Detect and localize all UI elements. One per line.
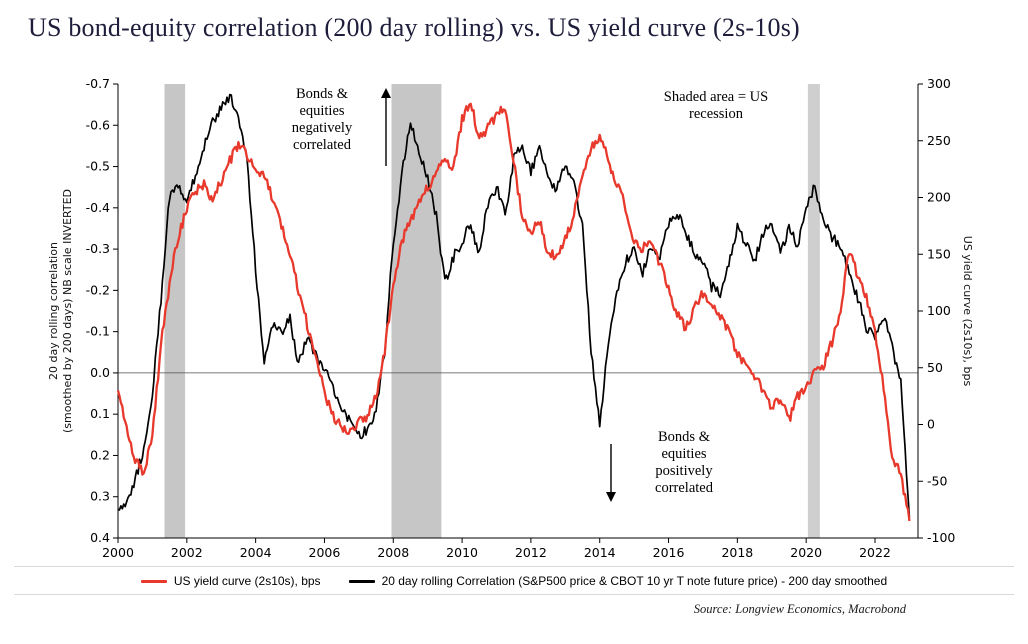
down-arrow-icon [606, 444, 616, 502]
svg-text:2012: 2012 [515, 545, 547, 560]
svg-text:2002: 2002 [171, 545, 203, 560]
svg-text:recession: recession [689, 106, 744, 122]
svg-text:0.0: 0.0 [90, 365, 110, 380]
svg-text:-0.7: -0.7 [86, 76, 110, 91]
svg-text:-0.6: -0.6 [86, 117, 110, 132]
svg-text:correlated: correlated [293, 137, 352, 153]
x-axis-ticks: 2000 2002 2004 2006 2008 2010 2012 2014 2016 2018… [102, 538, 891, 560]
svg-text:negatively: negatively [292, 120, 353, 136]
svg-text:200: 200 [927, 190, 951, 205]
right-axis-ticks: 300 250 200 150 100 50 0 -50 -100 [918, 76, 955, 545]
svg-text:equities: equities [299, 103, 344, 119]
legend-swatch-yield-curve [140, 579, 167, 583]
svg-text:Bonds &: Bonds & [658, 429, 711, 445]
svg-text:0.3: 0.3 [90, 489, 110, 504]
svg-text:0.2: 0.2 [90, 447, 110, 462]
svg-text:-0.1: -0.1 [86, 324, 110, 339]
svg-text:0.4: 0.4 [90, 530, 110, 545]
svg-text:positively: positively [655, 463, 713, 479]
svg-text:-0.3: -0.3 [86, 241, 110, 256]
svg-text:2022: 2022 [859, 545, 891, 560]
series-yield-curve [116, 102, 911, 522]
legend-item-yield-curve: US yield curve (2s10s), bps [140, 574, 321, 588]
svg-text:20 day rolling correlation: 20 day rolling correlation [47, 242, 60, 380]
svg-text:correlated: correlated [655, 480, 714, 496]
svg-text:2016: 2016 [653, 545, 685, 560]
svg-text:0.1: 0.1 [90, 406, 110, 421]
axes [117, 84, 919, 539]
svg-text:2006: 2006 [309, 545, 341, 560]
right-axis-label: US yield curve (2s10s), bps [961, 236, 974, 387]
chart-page: US bond-equity correlation (200 day roll… [0, 13, 1028, 644]
recession-bands [164, 84, 820, 538]
page-title: US bond-equity correlation (200 day roll… [28, 13, 800, 42]
svg-text:2000: 2000 [102, 545, 134, 560]
legend: US yield curve (2s10s), bps 20 day rolli… [14, 566, 1014, 595]
svg-text:-100: -100 [927, 530, 955, 545]
svg-text:-0.4: -0.4 [86, 200, 110, 215]
svg-text:2020: 2020 [790, 545, 822, 560]
svg-text:Shaded area = US: Shaded area = US [664, 89, 768, 105]
series-correlation [117, 93, 911, 518]
svg-text:0: 0 [927, 417, 935, 432]
svg-text:2014: 2014 [584, 545, 616, 560]
svg-text:2004: 2004 [240, 545, 272, 560]
legend-label-correlation: 20 day rolling Correlation (S&P500 price… [381, 574, 888, 588]
svg-text:300: 300 [927, 76, 951, 91]
chart-canvas: -0.7 -0.6 -0.5 -0.4 -0.3 -0.2 -0.1 0.0 0.1 0.2 0.3… [47, 76, 974, 560]
legend-swatch-correlation [348, 579, 375, 583]
up-arrow-icon [381, 88, 391, 166]
legend-label-yield-curve: US yield curve (2s10s), bps [173, 574, 321, 588]
svg-text:100: 100 [927, 303, 951, 318]
svg-text:-50: -50 [927, 473, 947, 488]
svg-text:2010: 2010 [446, 545, 478, 560]
svg-text:equities: equities [661, 446, 706, 462]
svg-text:Bonds &: Bonds & [296, 86, 349, 102]
legend-item-correlation: 20 day rolling Correlation (S&P500 price… [348, 574, 888, 588]
svg-text:2018: 2018 [721, 545, 753, 560]
left-axis-ticks: -0.7 -0.6 -0.5 -0.4 -0.3 -0.2 -0.1 0.0 0.1 0.2 0.3… [86, 76, 118, 545]
svg-text:50: 50 [927, 360, 943, 375]
svg-text:150: 150 [927, 246, 951, 261]
svg-text:2008: 2008 [377, 545, 409, 560]
source-attribution: Source: Longview Economics, Macrobond [693, 602, 906, 616]
svg-text:(smoothed by 200 days) NB scal: (smoothed by 200 days) NB scale INVERTED [61, 189, 74, 433]
svg-text:-0.2: -0.2 [86, 282, 110, 297]
left-axis-label: 20 day rolling correlation (smoothed by 2… [47, 189, 74, 433]
svg-text:-0.5: -0.5 [86, 159, 110, 174]
svg-text:250: 250 [927, 133, 951, 148]
